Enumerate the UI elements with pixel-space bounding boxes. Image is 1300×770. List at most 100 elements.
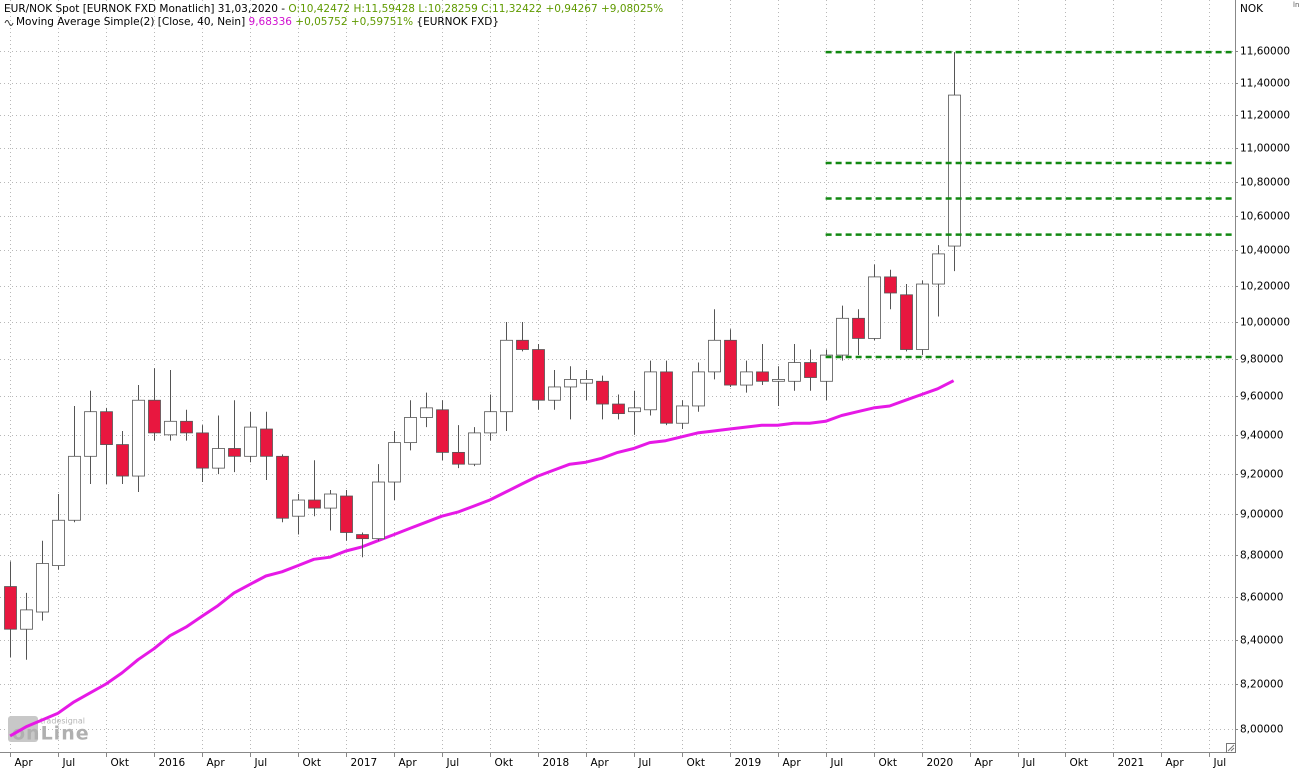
candle-body: [868, 276, 881, 339]
candle-body: [612, 403, 625, 415]
candle-body: [356, 534, 369, 540]
candle-body: [276, 455, 289, 519]
y-tick-label: 8,60000: [1240, 592, 1283, 604]
x-tick-label: Apr: [399, 757, 418, 769]
candle-body: [564, 379, 577, 388]
logo-small: tradesignal: [40, 717, 85, 726]
candle-body: [404, 417, 417, 444]
x-tick-label: 2021: [1118, 757, 1145, 769]
x-tick-label: Jul: [1022, 757, 1036, 769]
y-tick-label: 8,40000: [1240, 635, 1283, 647]
x-tick-label: Okt: [303, 757, 321, 769]
y-tick-label: 11,60000: [1240, 46, 1290, 58]
candle-body: [164, 420, 177, 436]
x-tick-label: 2019: [735, 757, 762, 769]
candle-body: [740, 371, 753, 386]
candle-body: [548, 386, 561, 401]
candle-body: [196, 432, 209, 469]
candle-body: [84, 411, 97, 457]
candle-body: [4, 586, 17, 630]
y-tick-label: 10,60000: [1240, 211, 1290, 223]
x-tick-label: Jul: [62, 757, 76, 769]
x-tick-label: Jul: [830, 757, 844, 769]
legend-text: O:10,42472 H:11,59428 L:10,28259 C:11,32…: [288, 3, 663, 15]
logo-big: onLine: [12, 723, 90, 745]
y-tick-label: 11,20000: [1240, 110, 1290, 122]
x-tick-label: Okt: [1070, 757, 1088, 769]
y-tick-label: 9,60000: [1240, 391, 1283, 403]
y-unit: NOK: [1240, 3, 1264, 15]
candle-body: [916, 283, 929, 350]
candle-body: [692, 371, 705, 407]
candle-body: [372, 481, 385, 540]
y-tick-label: 9,80000: [1240, 354, 1283, 366]
legend-text: Moving Average Simple(2) [Close, 40, Nei…: [16, 16, 249, 28]
candle-body: [228, 448, 241, 457]
candle-body: [628, 407, 641, 413]
candle-body: [484, 411, 497, 434]
legend-text: 9,68336: [249, 16, 293, 28]
candle-body: [180, 420, 193, 434]
y-tick-label: 10,20000: [1240, 281, 1290, 293]
candle-body: [532, 349, 545, 401]
x-tick-label: Jul: [1213, 757, 1227, 769]
candle-body: [596, 380, 609, 405]
candle-body: [244, 426, 257, 457]
candle-body: [500, 339, 513, 413]
x-tick-label: Apr: [1166, 757, 1185, 769]
y-tick-label: 10,40000: [1240, 245, 1290, 257]
candle-body: [260, 428, 273, 457]
y-tick-label: 11,00000: [1240, 143, 1290, 155]
resize-grip: [1227, 744, 1235, 752]
x-tick-label: Jul: [254, 757, 268, 769]
candle-body: [308, 499, 321, 509]
y-tick-label: 9,20000: [1240, 469, 1283, 481]
y-tick-label: 10,00000: [1240, 317, 1290, 329]
candle-body: [644, 371, 657, 411]
moving-average: [9, 379, 955, 738]
ma-icon: [4, 20, 14, 26]
x-tick-label: 2018: [543, 757, 570, 769]
legend-text: +0,05752 +0,59751%: [292, 16, 416, 28]
candle-body: [900, 294, 913, 350]
plot: [4, 50, 1235, 738]
candle-body: [148, 399, 161, 434]
x-tick-label: Apr: [783, 757, 802, 769]
x-tick-label: Okt: [687, 757, 705, 769]
candle-body: [932, 253, 945, 285]
x-tick-label: Apr: [207, 757, 226, 769]
candle-body: [676, 405, 689, 424]
legend-text: {EURNOK FXD}: [416, 16, 499, 28]
x-tick-label: Apr: [975, 757, 994, 769]
candle-body: [36, 563, 49, 613]
candle-body: [52, 519, 65, 566]
candle-body: [116, 444, 129, 477]
y-tick-label: 8,80000: [1240, 550, 1283, 562]
candle-body: [20, 609, 33, 630]
scale-label: ln: [1293, 1, 1299, 9]
candle-body: [452, 451, 465, 465]
candle-body: [324, 493, 337, 509]
x-tick-label: Okt: [111, 757, 129, 769]
legend-text: EUR/NOK Spot [EURNOK FXD Monatlich] 31,0…: [4, 3, 288, 15]
candle-body: [660, 371, 673, 424]
candle-body: [292, 499, 305, 517]
candle-body: [948, 94, 961, 247]
y-tick-label: 9,00000: [1240, 509, 1283, 521]
candle-body: [836, 317, 849, 356]
legend-line: EUR/NOK Spot [EURNOK FXD Monatlich] 31,0…: [4, 3, 663, 15]
candle-body: [132, 399, 145, 477]
candle-body: [852, 317, 865, 339]
y-tick-label: 9,40000: [1240, 430, 1283, 442]
candle-body: [516, 339, 529, 350]
x-tick-label: 2016: [159, 757, 186, 769]
resize-box: [1226, 743, 1236, 753]
candle-body: [820, 354, 833, 382]
candle-body: [68, 455, 81, 521]
x-tick-label: Jul: [446, 757, 460, 769]
candle-body: [340, 495, 353, 533]
candle-body: [100, 411, 113, 445]
x-tick-label: Jul: [638, 757, 652, 769]
